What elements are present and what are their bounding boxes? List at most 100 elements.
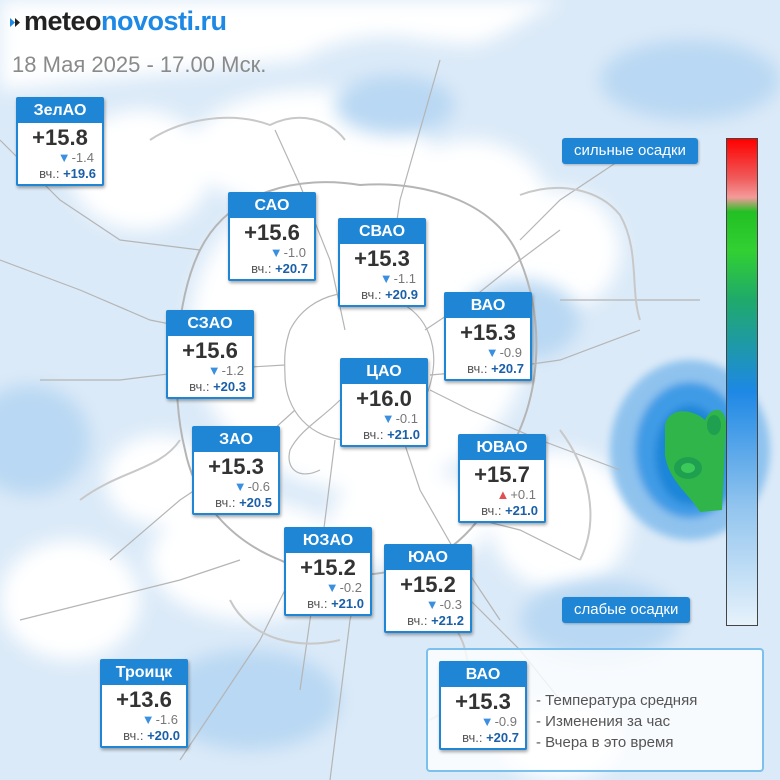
hourly-change: ▼-1.0 (230, 245, 314, 261)
yesterday-value: +20.7 (486, 730, 519, 745)
district-card-vao[interactable]: ВАО +15.3 ▼-0.9 вч.: +20.7 (444, 292, 532, 381)
change-value: -1.4 (71, 150, 94, 165)
yesterday-row: вч.: +20.9 (340, 287, 424, 305)
yesterday-label: вч.: (481, 503, 502, 518)
yesterday-value: +20.3 (213, 379, 246, 394)
brand-logo[interactable]: meteonovosti.ru (10, 6, 227, 37)
key-line-hourly-change: - Изменения за час (536, 713, 671, 730)
district-card-szao[interactable]: СЗАО +15.6 ▼-1.2 вч.: +20.3 (166, 310, 254, 399)
key-example-card: ВАО +15.3 ▼-0.9 вч.: +20.7 (439, 661, 527, 750)
temperature-value: +15.7 (474, 462, 530, 487)
yesterday-row: вч.: +21.0 (460, 503, 544, 521)
change-arrow-icon: ▼ (269, 245, 283, 260)
district-card-sao[interactable]: САО +15.6 ▼-1.0 вч.: +20.7 (228, 192, 316, 281)
change-value: -0.3 (439, 597, 462, 612)
change-arrow-icon: ▼ (57, 150, 71, 165)
temperature-value: +15.8 (32, 125, 88, 150)
hourly-change: ▼-0.6 (194, 479, 278, 495)
yesterday-label: вч.: (123, 728, 144, 743)
change-arrow-icon: ▼ (141, 712, 155, 727)
change-value: -0.9 (499, 345, 522, 360)
temperature-value: +15.6 (244, 220, 300, 245)
hourly-change: ▼-0.9 (441, 714, 525, 730)
district-card-cao[interactable]: ЦАО +16.0 ▼-0.1 вч.: +21.0 (340, 358, 428, 447)
yesterday-row: вч.: +20.7 (230, 261, 314, 279)
yesterday-row: вч.: +20.0 (102, 728, 186, 746)
district-name: ЮАО (386, 546, 470, 570)
change-arrow-icon: ▼ (325, 580, 339, 595)
district-card-yuvao[interactable]: ЮВАО +15.7 ▲+0.1 вч.: +21.0 (458, 434, 546, 523)
hourly-change: ▼-1.6 (102, 712, 186, 728)
yesterday-row: вч.: +21.0 (286, 596, 370, 614)
change-value: -1.2 (221, 363, 244, 378)
district-name: СВАО (340, 220, 424, 244)
district-name: САО (230, 194, 314, 218)
yesterday-label: вч.: (361, 287, 382, 302)
yesterday-label: вч.: (215, 495, 236, 510)
key-descriptions: - Температура средняя - Изменения за час… (536, 690, 697, 753)
change-value: -0.6 (247, 479, 270, 494)
temperature-value: +15.2 (300, 555, 356, 580)
change-arrow-icon: ▼ (381, 411, 395, 426)
district-name: СЗАО (168, 312, 252, 336)
yesterday-value: +20.7 (491, 361, 524, 376)
hourly-change: ▲+0.1 (460, 487, 544, 503)
yesterday-value: +20.5 (239, 495, 272, 510)
temperature-value: +16.0 (356, 386, 412, 411)
change-value: -0.2 (339, 580, 362, 595)
yesterday-value: +21.0 (505, 503, 538, 518)
brand-text-part2: novosti.ru (101, 6, 227, 36)
datetime-subtitle: 18 Мая 2025 - 17.00 Мск. (12, 52, 267, 77)
district-card-yuzao[interactable]: ЮЗАО +15.2 ▼-0.2 вч.: +21.0 (284, 527, 372, 616)
hourly-change: ▼-0.3 (386, 597, 470, 613)
change-value: -1.1 (393, 271, 416, 286)
legend-key-box: ВАО +15.3 ▼-0.9 вч.: +20.7 - Температура ср… (426, 648, 764, 772)
yesterday-value: +21.2 (431, 613, 464, 628)
change-value: -1.0 (283, 245, 306, 260)
precip-color-scale (726, 138, 758, 626)
hourly-change: ▼-1.1 (340, 271, 424, 287)
precip-light-blue (0, 40, 780, 750)
key-line-avg-temp: - Температура средняя (536, 692, 698, 709)
yesterday-value: +20.7 (275, 261, 308, 276)
temperature-value: +15.3 (455, 689, 511, 714)
district-name: Троицк (102, 661, 186, 685)
district-name: ЦАО (342, 360, 426, 384)
precip-heavy-cell (665, 409, 727, 512)
yesterday-value: +20.9 (385, 287, 418, 302)
yesterday-row: вч.: +20.7 (446, 361, 530, 379)
hourly-change: ▼-1.2 (168, 363, 252, 379)
district-card-troitsk[interactable]: Троицк +13.6 ▼-1.6 вч.: +20.0 (100, 659, 188, 748)
change-value: -1.6 (155, 712, 178, 727)
hourly-change: ▼-0.2 (286, 580, 370, 596)
change-value: +0.1 (510, 487, 536, 502)
district-name: ЗелАО (18, 99, 102, 123)
district-name: ВАО (446, 294, 530, 318)
district-card-zelao[interactable]: ЗелАО +15.8 ▼-1.4 вч.: +19.6 (16, 97, 104, 186)
temperature-value: +13.6 (116, 687, 172, 712)
yesterday-label: вч.: (363, 427, 384, 442)
strong-precip-label: сильные осадки (562, 138, 698, 164)
yesterday-value: +19.6 (63, 166, 96, 181)
yesterday-label: вч.: (39, 166, 60, 181)
change-arrow-icon: ▼ (480, 714, 494, 729)
temperature-value: +15.3 (354, 246, 410, 271)
change-arrow-icon: ▼ (425, 597, 439, 612)
temperature-value: +15.3 (208, 454, 264, 479)
district-card-zao[interactable]: ЗАО +15.3 ▼-0.6 вч.: +20.5 (192, 426, 280, 515)
brand-text-part1: meteo (24, 6, 102, 36)
change-arrow-icon: ▼ (207, 363, 221, 378)
yesterday-label: вч.: (251, 261, 272, 276)
key-line-yesterday: - Вчера в это время (536, 734, 674, 751)
yesterday-row: вч.: +20.7 (441, 730, 525, 748)
yesterday-row: вч.: +21.2 (386, 613, 470, 631)
district-card-svao[interactable]: СВАО +15.3 ▼-1.1 вч.: +20.9 (338, 218, 426, 307)
hourly-change: ▼-0.1 (342, 411, 426, 427)
district-card-yuao[interactable]: ЮАО +15.2 ▼-0.3 вч.: +21.2 (384, 544, 472, 633)
yesterday-label: вч.: (189, 379, 210, 394)
yesterday-label: вч.: (462, 730, 483, 745)
district-name: ЮЗАО (286, 529, 370, 553)
hourly-change: ▼-1.4 (18, 150, 102, 166)
temperature-value: +15.3 (460, 320, 516, 345)
hourly-change: ▼-0.9 (446, 345, 530, 361)
